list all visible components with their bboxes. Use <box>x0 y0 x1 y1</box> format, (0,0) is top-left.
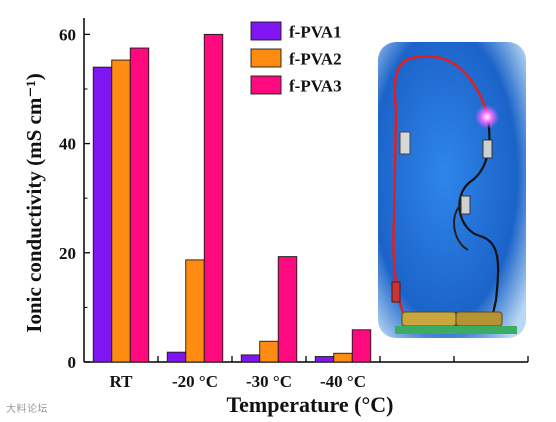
battery-icon <box>401 311 457 327</box>
x-tick-label: -20 °C <box>172 372 218 391</box>
axes: 0 20 40 60 RT -20 °C -30 °C -40 °C <box>59 18 529 391</box>
x-tick-label: -30 °C <box>246 372 292 391</box>
legend-label: f-PVA1 <box>289 23 342 42</box>
clip-icon-2 <box>482 139 493 159</box>
legend-swatch <box>250 48 282 68</box>
led-glow-icon <box>475 105 499 129</box>
bar-f-pva3-1 <box>203 33 224 363</box>
bar-f-pva2-3 <box>333 352 353 363</box>
red-wire-top-icon <box>411 55 490 116</box>
y-tick-label: 20 <box>59 244 76 263</box>
bar-f-pva1-2 <box>240 354 261 363</box>
bar-f-pva1-0 <box>92 66 113 363</box>
battery-icon-2 <box>455 311 503 327</box>
legend: f-PVA1 f-PVA2 f-PVA3 <box>250 21 342 96</box>
bar-f-pva2-1 <box>185 259 205 363</box>
watermark: 大料论坛 <box>6 404 48 415</box>
clip-icon-4 <box>391 281 401 303</box>
y-tick-label: 0 <box>68 353 77 372</box>
bars <box>92 33 372 363</box>
bar-f-pva1-3 <box>314 356 335 363</box>
legend-label: f-PVA3 <box>289 77 342 96</box>
bar-f-pva1-1 <box>166 351 187 363</box>
inset-photo <box>378 42 526 338</box>
clip-icon-3 <box>460 195 471 215</box>
bar-f-pva3-2 <box>277 256 298 363</box>
legend-label: f-PVA2 <box>289 50 342 69</box>
bar-f-pva2-2 <box>259 340 279 363</box>
y-tick-label: 60 <box>59 25 76 44</box>
x-tick-label: -40 °C <box>320 372 366 391</box>
bar-f-pva3-3 <box>351 329 372 363</box>
legend-swatch <box>250 21 282 41</box>
bar-f-pva3-0 <box>129 47 150 363</box>
bar-f-pva2-0 <box>111 59 131 363</box>
x-axis-title: Temperature (°C) <box>226 392 393 417</box>
battery-holder-icon <box>395 326 517 334</box>
x-tick-label: RT <box>109 372 133 391</box>
legend-swatch <box>250 75 282 95</box>
clip-icon <box>399 131 411 155</box>
y-axis-title: Ionic conductivity (mS cm⁻¹) <box>22 73 46 332</box>
y-tick-label: 40 <box>59 135 76 154</box>
